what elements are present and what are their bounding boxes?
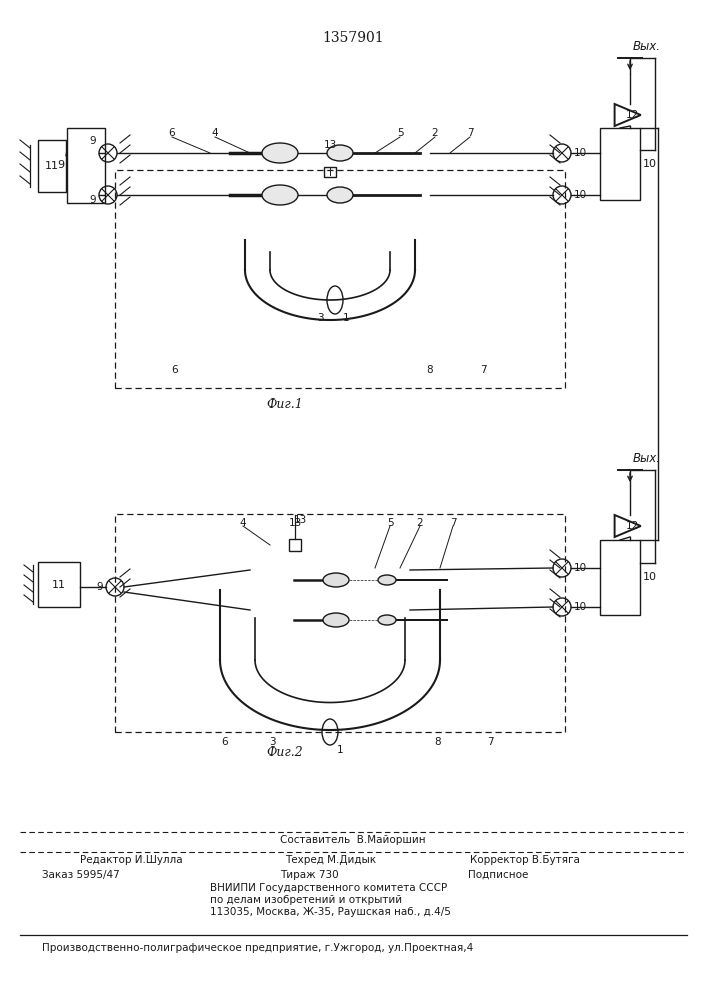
Text: 7: 7 (486, 737, 493, 747)
Text: 8: 8 (427, 365, 433, 375)
Bar (38, 562, 80, 607)
Text: 12: 12 (626, 521, 638, 531)
Text: 3: 3 (269, 737, 275, 747)
Text: Производственно-полиграфическое предприятие, г.Ужгород, ул.Проектная,4: Производственно-полиграфическое предприя… (42, 943, 473, 953)
Text: 8: 8 (435, 737, 441, 747)
Ellipse shape (378, 615, 396, 625)
Text: Тираж 730: Тираж 730 (280, 870, 339, 880)
Ellipse shape (378, 575, 396, 585)
Text: 1: 1 (337, 745, 344, 755)
Text: 6: 6 (172, 365, 178, 375)
Text: 9: 9 (89, 195, 96, 205)
Text: 6: 6 (169, 128, 175, 138)
Text: 13: 13 (323, 140, 337, 150)
Ellipse shape (262, 185, 298, 205)
Text: 4: 4 (240, 518, 246, 528)
Text: Вых.: Вых. (633, 452, 661, 465)
Text: 11: 11 (52, 580, 66, 589)
Text: 10: 10 (643, 159, 657, 169)
Text: 2: 2 (416, 518, 423, 528)
Bar (600, 128, 640, 200)
Ellipse shape (323, 573, 349, 587)
Bar (324, 167, 336, 177)
Text: Подписное: Подписное (468, 870, 528, 880)
Text: ВНИИПИ Государственного комитета СССР: ВНИИПИ Государственного комитета СССР (210, 883, 448, 893)
Text: 5: 5 (397, 128, 403, 138)
Text: 1: 1 (343, 313, 350, 323)
Text: 9: 9 (89, 136, 96, 146)
Text: 7: 7 (467, 128, 473, 138)
Ellipse shape (327, 187, 353, 203)
Text: 4: 4 (211, 128, 218, 138)
Text: 10: 10 (574, 602, 587, 612)
Text: 10: 10 (574, 563, 587, 573)
Text: 10: 10 (643, 572, 657, 582)
Text: Составитель  В.Майоршин: Составитель В.Майоршин (280, 835, 426, 845)
Bar (289, 539, 301, 551)
Bar (67, 128, 105, 203)
Text: 13: 13 (293, 515, 307, 525)
Ellipse shape (262, 143, 298, 163)
Text: Техред М.Дидык: Техред М.Дидык (285, 855, 376, 865)
Text: по делам изобретений и открытий: по делам изобретений и открытий (210, 895, 402, 905)
Text: Фиг.1: Фиг.1 (267, 398, 303, 412)
Ellipse shape (323, 613, 349, 627)
Text: Заказ 5995/47: Заказ 5995/47 (42, 870, 119, 880)
Bar (38, 140, 66, 192)
Text: 10: 10 (574, 190, 587, 200)
Text: Редактор И.Шулла: Редактор И.Шулла (80, 855, 182, 865)
Text: 6: 6 (222, 737, 228, 747)
Text: 3: 3 (317, 313, 323, 323)
Text: 113035, Москва, Ж-35, Раушская наб., д.4/5: 113035, Москва, Ж-35, Раушская наб., д.4… (210, 907, 451, 917)
Text: 13: 13 (288, 518, 302, 528)
Text: 2: 2 (432, 128, 438, 138)
Text: 5: 5 (387, 518, 393, 528)
Bar (115, 514, 565, 732)
Text: 7: 7 (450, 518, 456, 528)
Text: 9: 9 (57, 160, 64, 170)
Ellipse shape (327, 145, 353, 161)
Text: Вых.: Вых. (633, 40, 661, 53)
Text: 1357901: 1357901 (322, 31, 384, 45)
Text: 11: 11 (45, 161, 59, 171)
Text: Фиг.2: Фиг.2 (267, 746, 303, 760)
Text: 9: 9 (96, 582, 103, 592)
Text: 7: 7 (479, 365, 486, 375)
Text: 12: 12 (626, 110, 638, 120)
Text: 10: 10 (574, 148, 587, 158)
Bar (115, 170, 565, 388)
Text: Корректор В.Бутяга: Корректор В.Бутяга (470, 855, 580, 865)
Bar (600, 540, 640, 615)
